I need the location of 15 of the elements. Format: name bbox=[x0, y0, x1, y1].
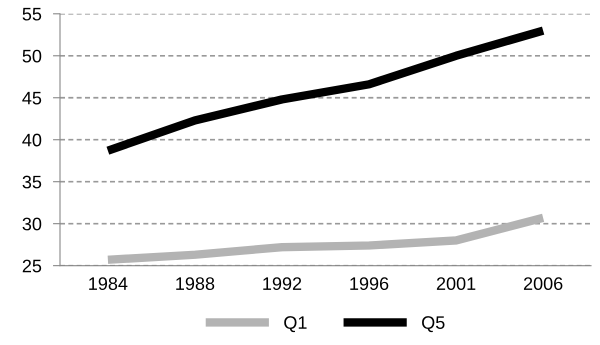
y-tick-label: 30 bbox=[22, 218, 42, 230]
y-tick-label: 40 bbox=[22, 134, 42, 146]
legend-label: Q5 bbox=[422, 316, 445, 332]
x-tick-label: 2006 bbox=[524, 277, 562, 290]
legend-label: Q1 bbox=[284, 316, 307, 332]
y-tick-label: 50 bbox=[22, 50, 42, 62]
x-tick-label: 1988 bbox=[176, 277, 214, 290]
y-tick-label: 25 bbox=[22, 260, 42, 272]
x-tick-label: 1996 bbox=[350, 277, 388, 290]
y-tick-label: 45 bbox=[22, 92, 42, 104]
x-tick-label: 1984 bbox=[89, 277, 128, 290]
x-tick-label: 1992 bbox=[263, 277, 302, 290]
x-tick-label: 2001 bbox=[436, 277, 476, 290]
y-tick-label: 35 bbox=[22, 176, 42, 188]
y-tick-label: 55 bbox=[22, 8, 42, 21]
